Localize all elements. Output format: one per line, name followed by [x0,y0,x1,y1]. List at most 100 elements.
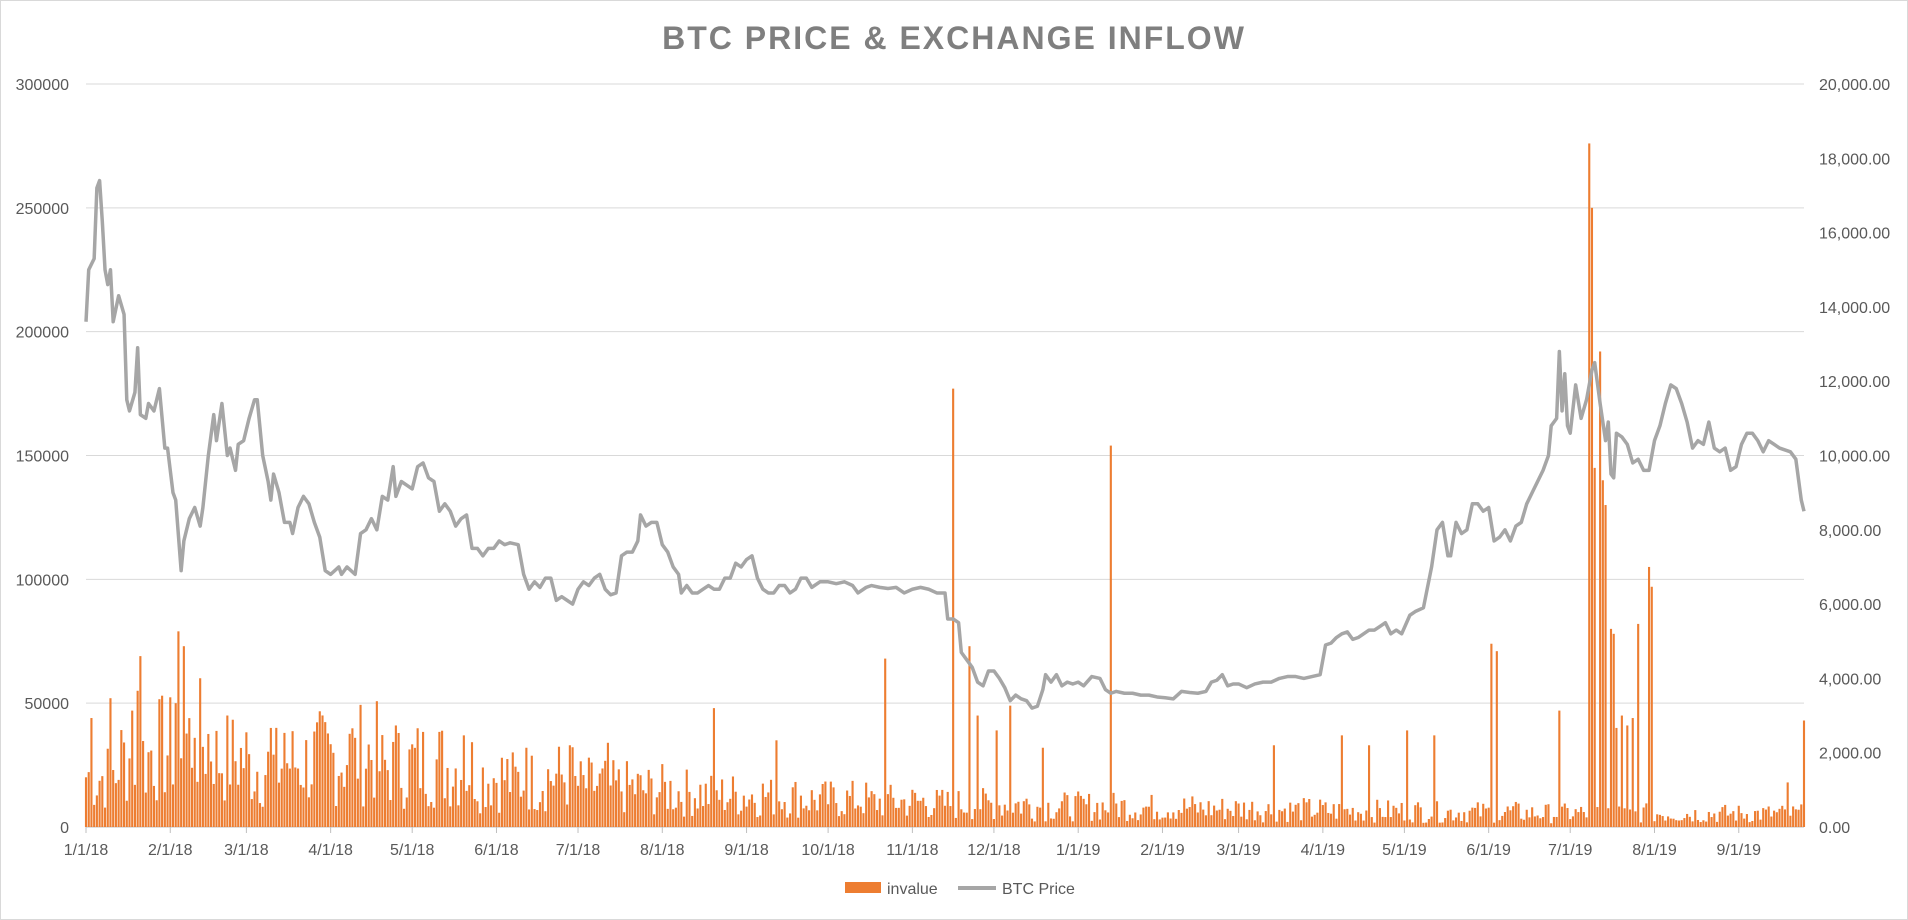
invalue-bar [1131,818,1134,827]
invalue-bar [865,782,868,827]
invalue-bar [1411,822,1414,827]
invalue-bar [1373,822,1376,827]
invalue-bar [307,797,310,827]
invalue-bar [832,787,835,827]
invalue-bar [1433,735,1436,827]
invalue-bar [174,703,177,827]
legend: invalue BTC Price [845,881,1075,898]
invalue-bar [269,727,272,827]
invalue-bar [185,733,188,827]
invalue-bar [816,810,819,827]
invalue-bar [1020,813,1023,827]
invalue-bar [302,787,305,827]
invalue-bar [1680,820,1683,827]
invalue-bar [1261,822,1265,827]
invalue-bar [1245,819,1248,827]
invalue-bar [1011,812,1015,827]
invalue-bar [674,807,677,827]
invalue-bar [1082,798,1085,827]
invalue-bar [1392,805,1395,827]
invalue-bar [1207,801,1210,827]
x-tick-label: 3/1/19 [1216,842,1261,859]
x-tick-label: 7/1/19 [1548,842,1593,859]
btc-price-line-group [84,178,1806,710]
invalue-bar [1063,792,1066,827]
x-tick-label: 11/1/18 [886,842,938,859]
invalue-bar [949,806,952,827]
invalue-bar [859,806,862,827]
invalue-bar [1599,351,1602,827]
invalue-bar [650,778,653,827]
invalue-bar [1773,810,1776,827]
invalue-bar [595,785,599,827]
invalue-bar [1183,798,1186,827]
invalue-bar [93,804,96,827]
invalue-bar [283,732,286,827]
invalue-bar [1340,735,1343,827]
invalue-bar [821,783,824,827]
invalue-bar [177,631,180,827]
x-tick-label: 3/1/18 [224,842,269,859]
x-tick-label: 5/1/18 [390,842,435,859]
invalue-bar [636,773,639,827]
invalue-bar [1389,817,1392,827]
invalue-bar [971,819,974,827]
invalue-bar [1324,802,1327,827]
invalue-bar [1066,795,1069,827]
invalue-bar [712,708,715,827]
invalue-bar [1444,818,1447,827]
invalue-bar [313,731,316,827]
invalue-bar [802,808,805,827]
invalue-bar [1596,807,1599,827]
x-tick-label: 4/1/19 [1301,842,1346,859]
invalue-bar [1155,811,1159,827]
invalue-bar [829,781,832,827]
invalue-bar [810,790,813,827]
invalue-bar [182,646,185,827]
invalue-bar [699,784,702,827]
invalue-bar [587,757,590,827]
invalue-bar [1493,822,1496,827]
invalue-bar [922,797,925,827]
invalue-bar [609,785,612,827]
x-tick-label: 9/1/18 [724,842,769,859]
invalue-bar [1202,809,1205,827]
invalue-bar [1128,814,1131,827]
invalue-bar [813,799,816,827]
y-right-tick-label: 8,000.00 [1819,523,1881,540]
invalue-bar [998,805,1001,827]
invalue-bar [1223,819,1227,827]
invalue-bar [1234,801,1237,827]
invalue-bar [1077,791,1080,827]
invalue-bar [1446,810,1449,827]
invalue-bar [1664,820,1667,827]
invalue-bar [1691,821,1694,827]
invalue-bar [1713,813,1716,827]
invalue-bar [1164,817,1167,827]
invalue-bar [171,784,175,827]
x-tick-label: 12/1/18 [967,842,1020,859]
invalue-bar [1419,807,1422,827]
invalue-bar [1707,811,1710,827]
invalue-bar [1618,806,1621,827]
invalue-bar [101,776,104,827]
invalue-bar [1427,819,1430,827]
invalue-bar [696,808,699,827]
invalue-bar [1397,813,1401,827]
invalue-bar [305,740,308,827]
invalue-bar [1528,817,1531,827]
invalue-bar [987,800,990,827]
invalue-bar [1351,807,1354,827]
invalue-bar [405,797,408,827]
invalue-bar [1104,810,1107,827]
chart-title: BTC PRICE & EXCHANGE INFLOW [662,20,1246,56]
invalue-bar [324,722,327,827]
invalue-bar [1517,803,1520,827]
y-right-tick-label: 14,000.00 [1819,300,1890,317]
invalue-bar [848,795,851,827]
invalue-bar [992,819,995,827]
invalue-bar [1185,808,1188,827]
y-right-tick-label: 2,000.00 [1819,746,1881,763]
invalue-bar [1158,819,1161,827]
invalue-bar [1522,819,1526,827]
